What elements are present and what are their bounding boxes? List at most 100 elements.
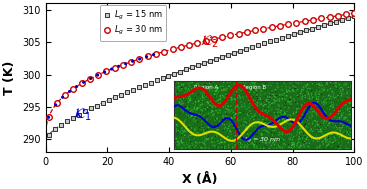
Point xyxy=(109,67,115,70)
$L_g$ = 30 nm xyxy=(70,87,76,90)
$L_g$ = 15 nm xyxy=(112,96,117,99)
$L_g$ = 30 nm xyxy=(327,16,333,19)
Point xyxy=(116,65,121,68)
$L_g$ = 15 nm xyxy=(309,27,315,30)
$L_g$ = 15 nm xyxy=(99,101,105,104)
Y-axis label: T (K): T (K) xyxy=(3,61,17,95)
$L_g$ = 15 nm xyxy=(46,133,51,136)
$L_g$ = 30 nm xyxy=(219,36,225,39)
$L_g$ = 30 nm xyxy=(285,23,291,26)
Point xyxy=(151,53,157,56)
$L_g$ = 15 nm xyxy=(250,46,255,49)
$L_g$ = 15 nm xyxy=(232,51,237,54)
$L_g$ = 15 nm xyxy=(286,34,291,37)
$L_g$ = 30 nm xyxy=(352,12,357,15)
$L_g$ = 30 nm xyxy=(137,57,142,60)
Point xyxy=(67,90,73,93)
$L_g$ = 30 nm xyxy=(103,70,109,73)
$L_g$ = 15 nm xyxy=(52,128,58,131)
$L_g$ = 30 nm xyxy=(211,38,217,41)
$L_g$ = 15 nm xyxy=(291,33,297,36)
$L_g$ = 15 nm xyxy=(243,48,249,51)
Legend: $L_g$ = 15 nm, $L_g$ = 30 nm: $L_g$ = 15 nm, $L_g$ = 30 nm xyxy=(100,5,166,40)
$L_g$ = 30 nm xyxy=(343,13,349,16)
$L_g$ = 15 nm xyxy=(94,104,99,107)
$L_g$ = 30 nm xyxy=(145,55,151,58)
$L_g$ = 15 nm xyxy=(219,55,225,58)
Point xyxy=(123,62,128,65)
$L_g$ = 15 nm xyxy=(76,113,81,116)
$L_g$ = 15 nm xyxy=(63,120,69,123)
$L_g$ = 15 nm xyxy=(166,74,171,77)
$L_g$ = 30 nm xyxy=(244,31,250,34)
Point xyxy=(137,57,142,60)
$L_g$ = 15 nm xyxy=(81,110,87,113)
$L_g$ = 15 nm xyxy=(106,99,112,102)
$L_g$ = 15 nm xyxy=(273,38,279,41)
$L_g$ = 30 nm xyxy=(62,94,68,97)
$L_g$ = 15 nm xyxy=(279,36,285,39)
$L_g$ = 15 nm xyxy=(196,64,201,67)
$L_g$ = 15 nm xyxy=(58,124,63,127)
X-axis label: X (Å): X (Å) xyxy=(182,173,218,186)
$L_g$ = 15 nm xyxy=(334,20,339,23)
$L_g$ = 30 nm xyxy=(46,116,51,119)
$L_g$ = 30 nm xyxy=(195,41,200,44)
$L_g$ = 15 nm xyxy=(268,40,273,43)
$L_g$ = 15 nm xyxy=(297,31,303,34)
$L_g$ = 30 nm xyxy=(228,34,233,37)
$L_g$ = 30 nm xyxy=(269,26,275,29)
$L_g$ = 30 nm xyxy=(335,14,341,17)
$L_g$ = 15 nm xyxy=(207,60,213,63)
$L_g$ = 15 nm xyxy=(345,17,351,20)
$L_g$ = 15 nm xyxy=(225,53,231,57)
$L_g$ = 30 nm xyxy=(318,17,324,20)
Point xyxy=(46,116,51,119)
$L_g$ = 15 nm xyxy=(117,93,123,96)
$L_g$ = 15 nm xyxy=(304,29,309,32)
$L_g$ = 30 nm xyxy=(294,21,299,24)
Point xyxy=(60,96,66,99)
$L_g$ = 30 nm xyxy=(54,102,60,105)
$L_g$ = 15 nm xyxy=(201,62,207,65)
$L_g$ = 30 nm xyxy=(120,63,126,66)
$L_g$ = 30 nm xyxy=(236,32,241,35)
$L_g$ = 15 nm xyxy=(142,84,148,87)
$L_g$ = 30 nm xyxy=(277,24,283,27)
$L_g$ = 15 nm xyxy=(261,42,267,45)
$L_g$ = 15 nm xyxy=(88,107,94,110)
$L_g$ = 30 nm xyxy=(302,20,308,23)
$L_g$ = 30 nm xyxy=(178,46,184,49)
$L_g$ = 30 nm xyxy=(252,29,258,32)
$L_g$ = 15 nm xyxy=(237,50,243,53)
Point xyxy=(81,81,87,84)
$L_g$ = 15 nm xyxy=(327,22,333,25)
$L_g$ = 30 nm xyxy=(95,73,101,76)
Text: $\mathcal{K}_1$: $\mathcal{K}_1$ xyxy=(73,107,92,123)
$L_g$ = 30 nm xyxy=(128,60,134,63)
Point xyxy=(88,77,94,80)
$L_g$ = 15 nm xyxy=(255,44,261,47)
$L_g$ = 30 nm xyxy=(261,27,266,30)
$L_g$ = 15 nm xyxy=(339,18,345,21)
Point xyxy=(95,74,101,77)
Point xyxy=(130,60,135,63)
$L_g$ = 30 nm xyxy=(79,82,84,85)
Point xyxy=(53,103,59,106)
$L_g$ = 30 nm xyxy=(87,77,93,80)
Point xyxy=(143,55,149,58)
$L_g$ = 15 nm xyxy=(178,70,184,73)
$L_g$ = 15 nm xyxy=(214,57,219,60)
$L_g$ = 15 nm xyxy=(184,68,189,71)
$L_g$ = 15 nm xyxy=(160,77,166,80)
$L_g$ = 15 nm xyxy=(130,88,135,91)
$L_g$ = 30 nm xyxy=(310,18,316,21)
$L_g$ = 15 nm xyxy=(171,72,177,75)
$L_g$ = 15 nm xyxy=(70,116,76,119)
Point xyxy=(102,70,108,74)
$L_g$ = 30 nm xyxy=(186,43,192,46)
$L_g$ = 30 nm xyxy=(161,50,167,53)
$L_g$ = 30 nm xyxy=(112,66,118,69)
$L_g$ = 15 nm xyxy=(153,79,159,82)
$L_g$ = 15 nm xyxy=(124,91,130,94)
